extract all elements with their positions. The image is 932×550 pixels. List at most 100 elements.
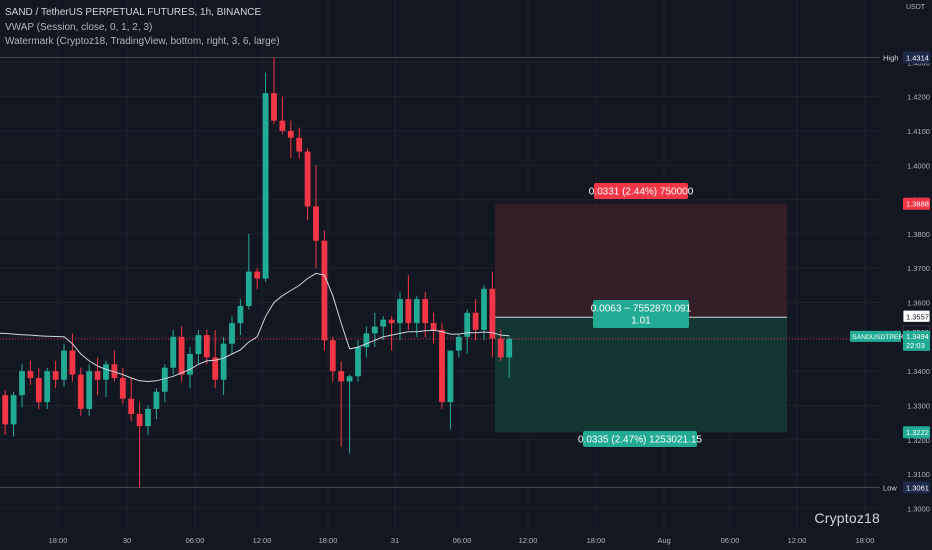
time-tick-label: 12:00 bbox=[519, 536, 538, 545]
axis-unit: USDT bbox=[906, 4, 926, 11]
vwap-line bbox=[0, 272, 510, 383]
time-tick-label: 06:00 bbox=[186, 536, 205, 545]
price-tick-label: 1.3400 bbox=[907, 367, 930, 376]
time-tick-label: 18:00 bbox=[587, 536, 606, 545]
legend: SAND / TetherUS PERPETUAL FUTURES, 1h, B… bbox=[5, 6, 280, 50]
stop-loss-label-text: 0.0331 (2.44%) 750000 bbox=[589, 187, 694, 198]
candle-body bbox=[472, 312, 479, 330]
candle-body bbox=[338, 371, 345, 382]
candle-body bbox=[195, 335, 202, 355]
candle-body bbox=[153, 391, 160, 409]
candle-body bbox=[346, 376, 353, 382]
stop-price-tag-text: 1.3888 bbox=[906, 200, 929, 209]
symbol-tag-text: SANDUSDTPERP bbox=[852, 334, 908, 341]
time-axis[interactable]: 18:00 30 06:00 12:00 18:00 31 06:00 12:00 18:00 A… bbox=[0, 530, 932, 550]
candle-body bbox=[170, 336, 177, 368]
target-price-tag-text: 1.3222 bbox=[906, 428, 929, 437]
current-price-countdown: 22:03 bbox=[906, 341, 925, 350]
candle-body bbox=[220, 343, 227, 380]
risk-reward-label-text: 1.01 bbox=[631, 316, 651, 327]
candle-body bbox=[447, 350, 454, 403]
candle-body bbox=[237, 305, 244, 324]
price-tick-label: 1.3800 bbox=[907, 230, 930, 239]
low-price-tag-text: 1.3061 bbox=[906, 484, 929, 493]
price-tick-label: 1.3600 bbox=[907, 299, 930, 308]
symbol-title[interactable]: SAND / TetherUS PERPETUAL FUTURES, 1h, B… bbox=[5, 7, 262, 18]
candle-body bbox=[455, 336, 462, 351]
candle-body bbox=[245, 271, 252, 306]
risk-reward-label-text: 0.0063 − 7552870.091 bbox=[591, 304, 692, 315]
candle-body bbox=[27, 371, 34, 379]
position-zones[interactable] bbox=[495, 203, 787, 433]
vwap-indicator-label[interactable]: VWAP (Session, close, 0, 1, 2, 3) bbox=[5, 21, 153, 33]
price-tick-label: 1.4200 bbox=[907, 93, 930, 102]
stop-price-tag-bg bbox=[903, 197, 930, 210]
candle-body bbox=[212, 357, 219, 380]
current-price-tag-bg bbox=[903, 330, 930, 351]
target-price-tag-bg bbox=[903, 426, 930, 439]
low-tag-text: Low bbox=[883, 484, 897, 493]
symbol-tag: SANDUSDTPERP bbox=[850, 330, 908, 342]
candle-body bbox=[86, 371, 93, 409]
high-tag-bg bbox=[880, 51, 902, 64]
candle-body bbox=[61, 350, 67, 380]
high-price-tag-bg bbox=[903, 51, 930, 64]
entry-price-tag-bg bbox=[902, 309, 931, 323]
time-axis-bg bbox=[0, 530, 932, 550]
candle-body bbox=[355, 347, 361, 377]
candle-body bbox=[229, 323, 235, 344]
candle-body bbox=[94, 371, 101, 380]
candle-body bbox=[497, 338, 504, 358]
price-axis[interactable]: 1.43001.42001.41001.40001.39001.38001.37… bbox=[850, 0, 932, 550]
time-tick-label: 18:00 bbox=[856, 536, 875, 545]
candle-body bbox=[304, 151, 311, 207]
candle-body bbox=[363, 333, 370, 348]
candle-body bbox=[430, 323, 437, 330]
candle-body bbox=[271, 93, 277, 121]
candle-body bbox=[329, 340, 336, 372]
risk-zone bbox=[495, 203, 787, 318]
candle-body bbox=[481, 288, 487, 330]
candle-body bbox=[203, 335, 210, 358]
price-tick-label: 1.3700 bbox=[907, 264, 930, 273]
high-price-tag-text: 1.4314 bbox=[906, 54, 929, 63]
candle-body bbox=[279, 120, 286, 131]
low-price-tag-bg bbox=[903, 481, 930, 494]
time-tick-label: 31 bbox=[391, 536, 399, 545]
time-tick-label: 30 bbox=[123, 536, 131, 545]
price-tick-label: 1.3200 bbox=[907, 436, 930, 445]
low-price-tag: 1.3061 bbox=[903, 481, 930, 494]
candle-body bbox=[422, 299, 429, 324]
candle-body bbox=[161, 367, 168, 392]
vwap-path bbox=[0, 272, 510, 383]
time-tick-label: 18:00 bbox=[319, 536, 338, 545]
price-axis-bg bbox=[880, 0, 932, 550]
watermark-indicator-label[interactable]: Watermark (Cryptoz18, TradingView, botto… bbox=[5, 36, 280, 47]
take-profit-label-text: 0.0335 (2.47%) 1253021.15 bbox=[578, 435, 702, 446]
time-tick-label: 18:00 bbox=[49, 536, 68, 545]
candle-body bbox=[313, 206, 319, 241]
candle-body bbox=[287, 130, 294, 138]
candle-body bbox=[77, 374, 84, 409]
take-profit-label: 0.0335 (2.47%) 1253021.15 bbox=[578, 431, 702, 447]
candle-body bbox=[111, 364, 118, 379]
target-price-tag: 1.3222 bbox=[903, 426, 930, 439]
low-tag-bg bbox=[880, 481, 902, 494]
price-tick-label: 1.3300 bbox=[907, 401, 930, 410]
candle-body bbox=[145, 408, 151, 427]
candle-body bbox=[128, 398, 135, 415]
candle-body bbox=[35, 378, 42, 403]
stop-loss-label: 0.0331 (2.44%) 750000 bbox=[589, 183, 694, 199]
position-labels: 0.0331 (2.44%) 750000 0.0063 − 7552870.09… bbox=[578, 183, 702, 447]
candle-body bbox=[10, 395, 17, 425]
candles bbox=[2, 57, 513, 488]
candle-body bbox=[254, 271, 261, 279]
price-lines bbox=[0, 57, 880, 488]
candle-body bbox=[296, 137, 303, 152]
time-tick-label: 06:00 bbox=[453, 536, 472, 545]
take-profit-label-bg bbox=[583, 431, 697, 447]
candle-body bbox=[103, 364, 109, 380]
